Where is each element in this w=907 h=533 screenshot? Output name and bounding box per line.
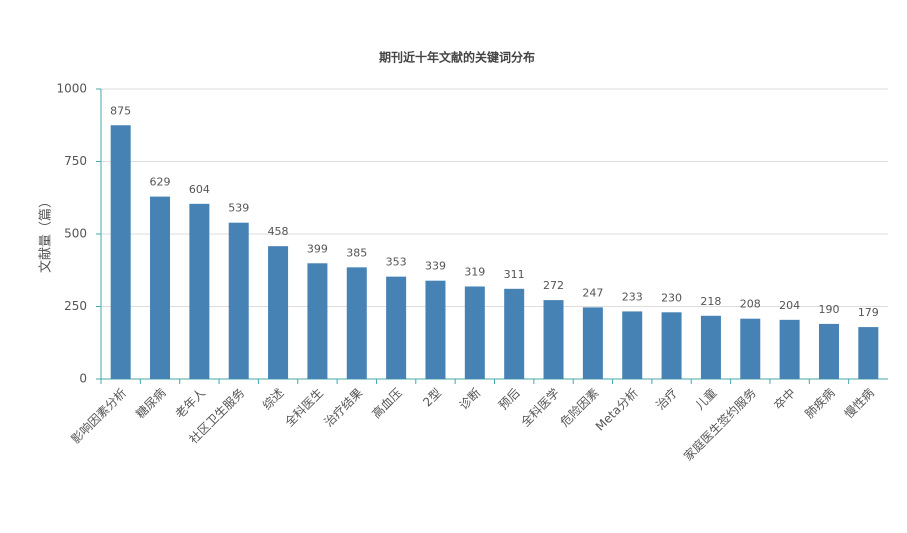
bar xyxy=(386,276,407,379)
bar xyxy=(228,222,249,379)
bar xyxy=(700,315,721,379)
value-label: 629 xyxy=(150,176,171,189)
x-tick-label: 预后 xyxy=(496,386,523,413)
bar xyxy=(464,286,485,379)
x-tick-label: 综述 xyxy=(260,386,287,413)
value-label: 233 xyxy=(622,290,643,303)
value-label: 272 xyxy=(543,279,564,292)
x-tick-label: 治疗 xyxy=(653,386,680,413)
bar xyxy=(504,288,525,379)
bar xyxy=(858,327,879,379)
y-tick-label: 1000 xyxy=(56,82,87,96)
value-label: 458 xyxy=(268,225,289,238)
x-tick-label: 影响因素分析 xyxy=(68,385,130,447)
x-tick-label: Meta分析 xyxy=(593,386,641,434)
y-tick-label: 750 xyxy=(64,154,87,168)
bar xyxy=(818,323,839,379)
value-label: 204 xyxy=(779,299,800,312)
y-tick-label: 250 xyxy=(64,299,87,313)
value-label: 230 xyxy=(661,291,682,304)
bar xyxy=(346,267,367,379)
y-tick-label: 500 xyxy=(64,227,87,241)
x-tick-label: 儿童 xyxy=(692,385,720,413)
x-tick-label: 糖尿病 xyxy=(133,385,169,421)
bar xyxy=(740,318,761,379)
y-axis-label: 文献量（篇） xyxy=(39,195,54,273)
value-label: 385 xyxy=(346,246,367,259)
x-tick-label: 全科医生 xyxy=(281,385,326,430)
value-label: 247 xyxy=(582,286,603,299)
bar xyxy=(622,311,643,379)
bar xyxy=(543,300,564,379)
value-label: 399 xyxy=(307,242,328,255)
value-label: 604 xyxy=(189,183,210,196)
value-label: 179 xyxy=(858,306,879,319)
value-label: 875 xyxy=(110,104,131,117)
x-tick-label: 慢性病 xyxy=(841,385,877,421)
bar xyxy=(582,307,603,379)
value-label: 353 xyxy=(386,256,407,269)
x-tick-label: 治疗结果 xyxy=(322,386,366,430)
bar xyxy=(150,196,171,379)
value-label: 539 xyxy=(228,202,249,215)
x-tick-label: 高血压 xyxy=(369,385,405,421)
value-label: 311 xyxy=(504,268,525,281)
bar xyxy=(189,203,210,379)
x-tick-label: 2型 xyxy=(420,386,444,410)
x-tick-label: 全科医学 xyxy=(518,385,563,430)
value-label: 208 xyxy=(740,298,761,311)
value-label: 218 xyxy=(700,295,721,308)
x-tick-label: 肺疾病 xyxy=(801,385,837,421)
bar xyxy=(307,263,328,379)
value-label: 190 xyxy=(818,303,839,316)
x-tick-label: 家庭医生签约服务 xyxy=(680,385,758,463)
chart-title: 期刊近十年文献的关键词分布 xyxy=(379,50,535,65)
x-tick-label: 老年人 xyxy=(173,386,208,421)
bar xyxy=(268,246,289,379)
bar xyxy=(110,125,131,379)
x-tick-label: 卒中 xyxy=(771,385,799,413)
bar xyxy=(779,319,800,379)
bar xyxy=(425,280,446,379)
bar xyxy=(661,312,682,379)
value-label: 319 xyxy=(464,265,485,278)
x-tick-label: 诊断 xyxy=(456,385,484,413)
value-label: 339 xyxy=(425,260,446,273)
y-tick-label: 0 xyxy=(79,372,87,386)
